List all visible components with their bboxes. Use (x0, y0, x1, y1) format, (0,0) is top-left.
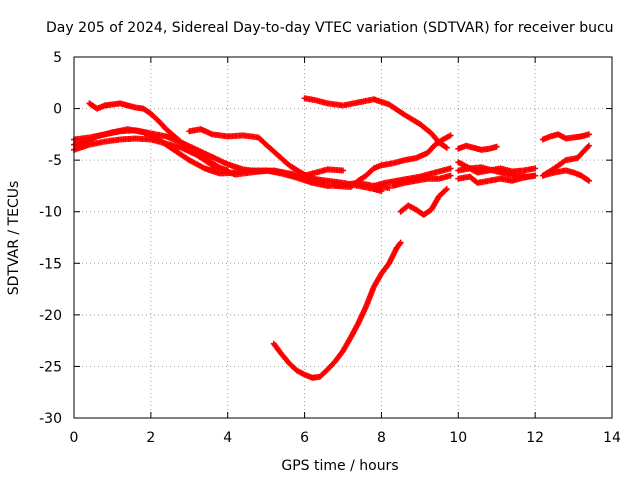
x-axis-ticks: 0 2 4 6 8 10 12 14 (70, 57, 621, 446)
x-tick-label: 6 (300, 430, 309, 446)
x-tick-label: 12 (526, 430, 544, 446)
y-tick-label: -15 (39, 256, 62, 272)
track-f-point (443, 144, 450, 151)
track-b-point (340, 167, 346, 174)
y-tick-label: -10 (39, 205, 62, 221)
track-m-point (532, 165, 539, 172)
y-tick-label: 0 (53, 102, 62, 118)
track-o-point (585, 131, 592, 138)
y-tick-label: 5 (53, 50, 62, 66)
track-c-point (386, 184, 393, 191)
track-p-point (585, 142, 592, 149)
track-q-point (585, 177, 592, 184)
track-e-point (320, 179, 327, 186)
track-d-point (224, 167, 231, 174)
y-axis-ticks: 5 0 -5 -10 -15 -20 -25 -30 (39, 50, 612, 427)
track-k-point (493, 143, 500, 150)
x-axis-label: GPS time / hours (281, 458, 398, 474)
plot-frame (73, 56, 613, 419)
track-r-point (397, 239, 404, 246)
track-i-point (443, 186, 450, 193)
track-j-point (447, 172, 454, 179)
x-tick-label: 0 (70, 430, 79, 446)
x-tick-label: 2 (146, 430, 155, 446)
track-a-point (378, 188, 385, 195)
grid-lines (74, 57, 612, 418)
x-tick-label: 8 (377, 430, 386, 446)
data-points (71, 95, 592, 381)
y-axis-label: SDTVAR / TECUs (6, 181, 22, 296)
chart-title: Day 205 of 2024, Sidereal Day-to-day VTE… (46, 20, 614, 36)
x-tick-label: 4 (223, 430, 232, 446)
track-n-point (532, 172, 539, 179)
x-tick-label: 10 (449, 430, 467, 446)
track-g-point (447, 132, 454, 139)
y-tick-label: -20 (39, 308, 62, 324)
y-tick-label: -5 (48, 153, 62, 169)
y-tick-label: -25 (39, 359, 62, 375)
x-tick-label: 14 (603, 430, 621, 446)
y-tick-label: -30 (39, 411, 62, 427)
track-h-point (447, 165, 454, 172)
